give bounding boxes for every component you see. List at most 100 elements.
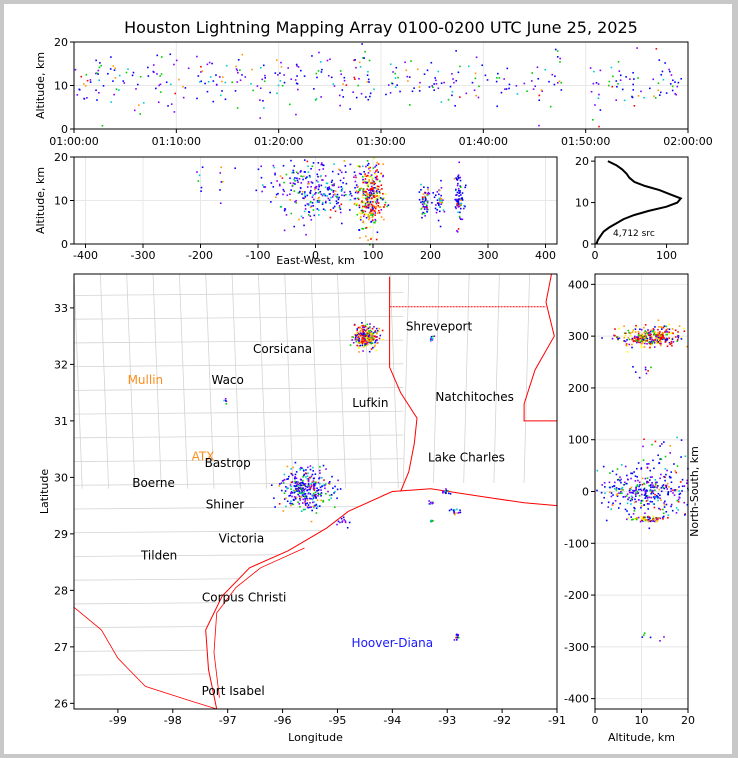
source-point xyxy=(374,172,376,174)
source-point xyxy=(298,495,301,497)
source-point xyxy=(674,470,677,472)
source-point xyxy=(619,74,622,77)
source-point xyxy=(376,192,378,194)
source-point xyxy=(289,182,292,184)
source-point xyxy=(660,326,662,328)
source-point xyxy=(294,498,297,500)
source-point xyxy=(299,467,301,470)
source-point xyxy=(426,200,429,203)
source-point xyxy=(375,198,378,200)
source-point xyxy=(676,335,679,337)
source-point xyxy=(370,187,373,190)
source-point xyxy=(645,336,648,338)
source-point xyxy=(659,517,662,520)
source-point xyxy=(358,351,360,353)
source-point xyxy=(657,336,660,339)
source-point xyxy=(649,500,652,503)
source-point xyxy=(158,84,161,87)
county-border xyxy=(73,273,83,489)
source-point xyxy=(634,489,636,492)
source-point xyxy=(661,70,664,73)
source-point xyxy=(362,324,365,327)
source-point xyxy=(496,105,499,108)
source-point xyxy=(644,492,647,495)
source-point xyxy=(359,217,362,220)
source-point xyxy=(660,340,662,343)
source-point xyxy=(452,78,454,80)
source-point xyxy=(619,479,621,482)
source-point xyxy=(302,469,305,472)
source-point xyxy=(456,230,458,232)
source-point xyxy=(544,68,547,71)
source-point xyxy=(76,94,79,96)
source-point xyxy=(495,80,498,83)
source-point xyxy=(299,497,301,500)
source-point xyxy=(421,198,424,200)
source-point xyxy=(270,182,273,184)
source-point xyxy=(371,216,374,218)
x-axis-label: East-West, km xyxy=(276,254,354,267)
source-point xyxy=(380,172,382,175)
source-point xyxy=(439,197,442,200)
source-point xyxy=(370,191,372,194)
y-tick-label: -300 xyxy=(564,641,589,654)
source-point xyxy=(644,335,647,337)
source-point xyxy=(359,341,361,343)
source-point xyxy=(182,96,185,99)
source-point xyxy=(620,478,622,481)
source-point xyxy=(644,490,647,493)
source-point xyxy=(293,190,296,192)
source-point xyxy=(604,486,606,488)
source-point xyxy=(321,476,323,479)
source-point xyxy=(452,509,455,512)
source-point xyxy=(430,335,433,338)
source-point xyxy=(427,186,429,189)
source-point xyxy=(659,458,662,460)
source-point xyxy=(355,340,358,343)
source-point xyxy=(620,491,622,493)
source-point xyxy=(309,497,311,500)
source-point xyxy=(438,206,441,208)
source-point xyxy=(648,341,650,344)
source-point xyxy=(365,340,367,342)
source-point xyxy=(643,438,645,441)
source-point xyxy=(620,481,622,484)
source-point xyxy=(321,179,323,181)
source-point xyxy=(617,61,620,63)
source-point xyxy=(251,68,253,71)
source-point xyxy=(304,484,306,487)
source-point xyxy=(367,166,370,169)
source-point xyxy=(457,228,460,230)
source-point xyxy=(311,202,314,204)
source-point xyxy=(302,484,305,487)
source-point xyxy=(366,174,369,177)
source-point xyxy=(654,479,657,481)
source-point xyxy=(644,368,647,371)
source-point xyxy=(655,484,657,487)
source-point xyxy=(353,76,356,79)
source-point xyxy=(311,182,314,184)
source-point xyxy=(668,331,670,334)
source-point xyxy=(677,81,680,84)
source-point xyxy=(374,212,377,214)
source-point xyxy=(224,397,227,400)
source-point xyxy=(363,190,366,193)
source-point xyxy=(357,198,360,201)
source-point xyxy=(313,214,316,217)
source-point xyxy=(423,186,425,189)
source-point xyxy=(656,340,658,343)
source-point xyxy=(378,211,381,214)
source-point xyxy=(643,494,646,496)
source-point xyxy=(304,503,307,505)
source-point xyxy=(457,174,460,176)
source-point xyxy=(651,341,654,344)
source-point xyxy=(290,189,292,191)
source-point xyxy=(374,335,376,337)
source-point xyxy=(363,345,365,348)
source-point xyxy=(371,213,374,216)
y-tick-label: 32 xyxy=(54,358,68,371)
place-label: Shiner xyxy=(206,497,245,511)
altitude-profile-line xyxy=(595,160,683,245)
source-point xyxy=(312,505,315,508)
source-point xyxy=(295,477,298,480)
